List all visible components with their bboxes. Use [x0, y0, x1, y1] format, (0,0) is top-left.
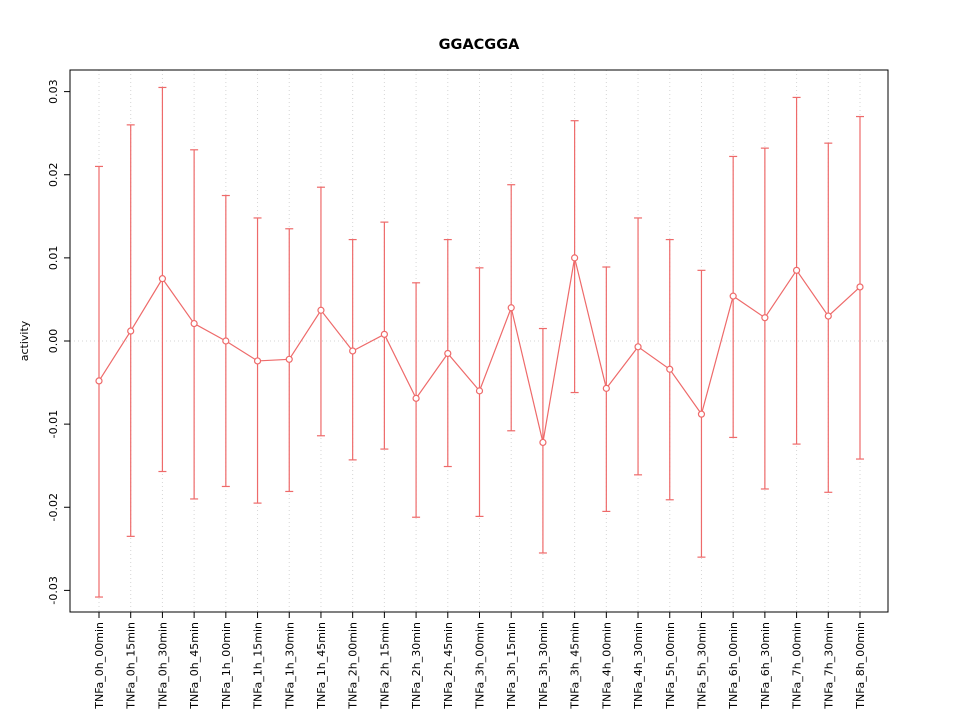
data-point — [317, 306, 325, 314]
x-tick-label: TNFa_6h_30min — [759, 622, 772, 710]
data-point — [571, 254, 579, 262]
x-tick-label: TNFa_3h_00min — [474, 622, 487, 710]
data-point — [602, 384, 610, 392]
x-tick-label: TNFa_4h_30min — [632, 622, 645, 710]
y-axis-label: activity — [18, 320, 31, 361]
y-tick-label: 0.00 — [47, 329, 60, 354]
x-tick-label: TNFa_2h_45min — [442, 622, 455, 710]
data-point — [697, 410, 706, 418]
y-tick-label: 0.02 — [47, 162, 60, 187]
x-tick-label: TNFa_5h_00min — [664, 622, 677, 710]
data-point — [380, 330, 388, 338]
data-point — [634, 343, 642, 351]
data-point — [95, 377, 103, 385]
data-point — [349, 347, 357, 355]
data-point — [412, 394, 420, 402]
data-point — [475, 387, 484, 395]
data-point — [666, 365, 674, 373]
data-point — [158, 275, 167, 283]
x-tick-label: TNFa_1h_30min — [283, 622, 296, 710]
y-tick-label: 0.03 — [47, 79, 60, 104]
x-tick-label: TNFa_0h_30min — [156, 622, 169, 710]
y-tick-label: -0.01 — [47, 410, 60, 438]
data-point — [507, 304, 515, 312]
x-tick-label: TNFa_2h_00min — [347, 622, 360, 710]
data-point — [824, 312, 832, 320]
x-tick-label: TNFa_1h_45min — [315, 622, 328, 710]
x-tick-label: TNFa_3h_45min — [569, 622, 582, 710]
data-point — [539, 438, 547, 447]
data-point — [285, 355, 293, 363]
data-point — [856, 283, 864, 291]
y-tick-label: -0.02 — [47, 493, 60, 521]
data-point — [761, 314, 769, 322]
data-point — [127, 327, 135, 335]
x-tick-label: TNFa_7h_00min — [791, 622, 804, 710]
y-tick-label: 0.01 — [47, 246, 60, 271]
x-tick-label: TNFa_5h_30min — [695, 622, 708, 710]
x-tick-label: TNFa_3h_15min — [505, 622, 518, 710]
data-point — [729, 292, 737, 300]
x-tick-label: TNFa_0h_15min — [125, 622, 138, 710]
x-tick-label: TNFa_0h_45min — [188, 622, 201, 710]
x-tick-label: TNFa_4h_00min — [600, 622, 613, 710]
data-point — [190, 319, 198, 328]
x-tick-label: TNFa_6h_00min — [727, 622, 740, 710]
data-point — [444, 349, 452, 358]
x-tick-label: TNFa_2h_15min — [378, 622, 391, 710]
x-tick-label: TNFa_1h_15min — [252, 622, 265, 710]
x-tick-label: TNFa_3h_30min — [537, 622, 550, 710]
data-point — [253, 357, 262, 365]
x-tick-label: TNFa_8h_00min — [854, 622, 867, 710]
data-point — [792, 266, 801, 274]
data-point — [222, 337, 230, 345]
y-tick-label: -0.03 — [47, 576, 60, 604]
x-tick-label: TNFa_2h_30min — [410, 622, 423, 710]
chart-title: GGACGGA — [439, 37, 520, 53]
x-tick-label: TNFa_1h_00min — [220, 622, 233, 710]
x-tick-label: TNFa_7h_30min — [822, 622, 835, 710]
x-tick-label: TNFa_0h_00min — [93, 622, 106, 710]
